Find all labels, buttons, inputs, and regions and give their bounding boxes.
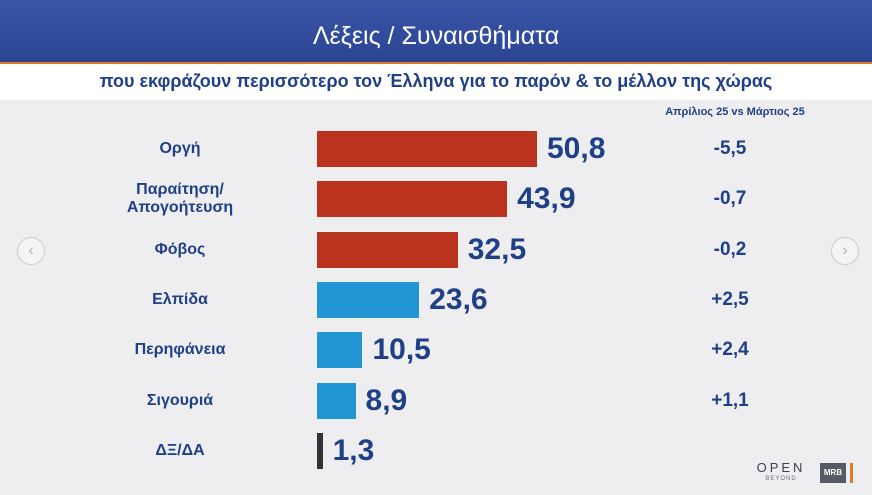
page-title: Λέξεις / Συναισθήματα xyxy=(312,22,560,50)
change-value: +2,5 xyxy=(711,288,749,310)
category-label: Ελπίδα xyxy=(152,290,208,308)
change-value: -0,7 xyxy=(713,188,747,210)
bar-value-label: 50,8 xyxy=(547,132,606,165)
bar xyxy=(317,382,356,419)
bar xyxy=(317,131,537,167)
chevron-left-icon[interactable]: ‹ xyxy=(17,237,45,265)
bar-value-label: 8,9 xyxy=(365,383,408,417)
category-label: Φόβος xyxy=(154,240,206,258)
bar xyxy=(317,332,363,369)
category-label: ΔΞ/ΔΑ xyxy=(155,441,205,459)
open-logo: OPEN xyxy=(756,460,806,475)
page-subtitle: που εκφράζουν περισσότερο τον Έλληνα για… xyxy=(99,71,773,91)
bar-value-label: 1,3 xyxy=(332,433,375,467)
mrb-logo: MRB xyxy=(820,463,846,483)
subtitle-band: που εκφράζουν περισσότερο τον Έλληνα για… xyxy=(0,64,872,100)
category-label: Οργή xyxy=(159,140,201,157)
change-value: +1,1 xyxy=(711,389,749,411)
category-label: Παραίτηση/ Απογοήτευση xyxy=(126,181,234,217)
change-value: -0,2 xyxy=(713,238,747,260)
header-band: Λέξεις / Συναισθήματα xyxy=(0,0,872,64)
bar-value-label: 43,9 xyxy=(517,182,576,216)
change-value: +2,4 xyxy=(711,339,749,361)
comparison-header: Απρίλιος 25 vs Μάρτιος 25 xyxy=(665,106,805,118)
category-label: Σιγουριά xyxy=(146,391,214,409)
change-value: -5,5 xyxy=(713,138,747,159)
bar xyxy=(317,231,458,268)
bar xyxy=(317,432,323,469)
bar-value-label: 32,5 xyxy=(467,232,527,266)
category-label: Περηφάνεια xyxy=(134,341,226,359)
bar xyxy=(317,281,420,318)
bar xyxy=(317,181,508,218)
open-logo-sub: BEYOND xyxy=(765,476,797,482)
bar-value-label: 23,6 xyxy=(429,282,488,316)
bar-value-label: 10,5 xyxy=(372,333,431,367)
logo-accent xyxy=(850,463,853,483)
chevron-right-icon[interactable]: › xyxy=(831,237,859,265)
